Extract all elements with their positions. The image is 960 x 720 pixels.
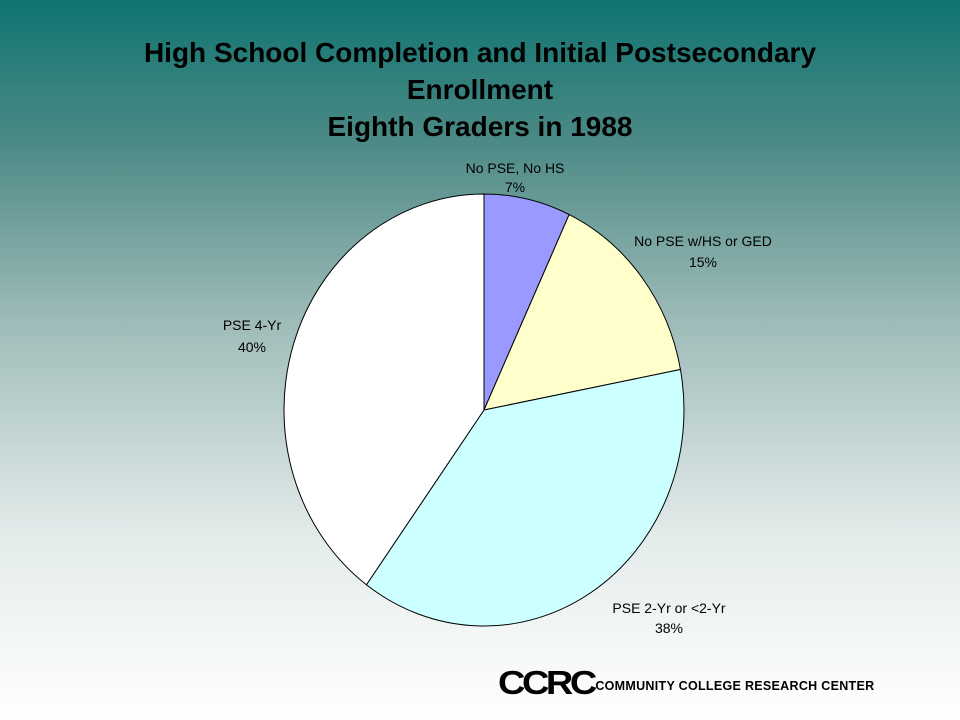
chart-title: High School Completion and Initial Posts… [40, 34, 920, 145]
slice-value-no-pse-hs-ged: 15% [689, 254, 717, 270]
pie-labels: No PSE, No HS 7% No PSE w/HS or GED 15% … [223, 160, 772, 636]
title-line-2: Enrollment [406, 74, 554, 105]
slice-value-pse-4yr: 40% [238, 339, 266, 355]
logo-full-name: COMMUNITY COLLEGE RESEARCH CENTER [595, 679, 875, 693]
pie-slices [283, 193, 685, 627]
title-line-3: Eighth Graders in 1988 [327, 111, 633, 142]
logo-mark: CCRC [498, 664, 597, 701]
slice-label-pse-4yr: PSE 4-Yr [223, 317, 282, 333]
ccrc-logo: CCRC COMMUNITY COLLEGE RESEARCH CENTER [498, 664, 875, 701]
slice-value-no-pse-no-hs: 7% [505, 179, 525, 195]
title-line-1: High School Completion and Initial Posts… [143, 37, 817, 68]
slice-label-no-pse-hs-ged: No PSE w/HS or GED [634, 233, 772, 249]
slice-no-pse-hs-ged [483, 213, 682, 411]
slice-value-pse-2yr: 38% [655, 620, 683, 636]
slice-label-pse-2yr: PSE 2-Yr or <2-Yr [612, 600, 726, 616]
slice-label-no-pse-no-hs: No PSE, No HS [466, 160, 565, 176]
slice-pse-4yr [283, 193, 485, 586]
slice-pse-2yr [365, 368, 685, 627]
